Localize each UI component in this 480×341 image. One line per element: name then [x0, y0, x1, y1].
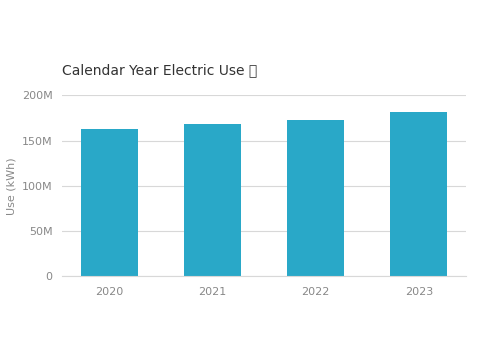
Bar [391, 112, 447, 276]
Bar [184, 124, 241, 276]
Y-axis label: Use (kWh): Use (kWh) [6, 157, 16, 214]
Text: Calendar Year Electric Use ⓘ: Calendar Year Electric Use ⓘ [62, 63, 258, 77]
Bar [81, 129, 137, 276]
Bar [287, 120, 344, 276]
